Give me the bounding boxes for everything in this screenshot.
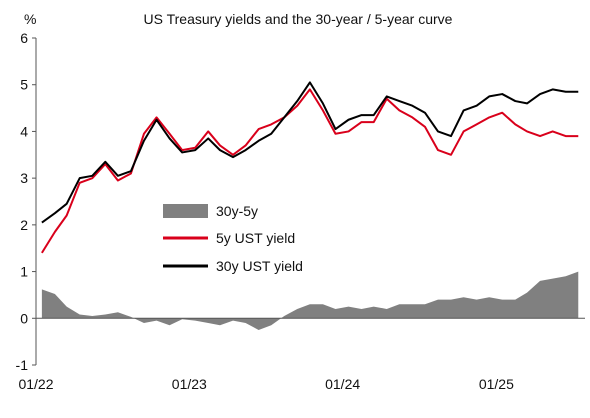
spread-area-path <box>41 271 579 330</box>
y-tick-label: 3 <box>20 170 28 186</box>
legend-label-five-year: 5y UST yield <box>216 230 295 246</box>
x-tick-label: 01/25 <box>479 376 514 392</box>
x-axis: 01/22 01/23 01/24 01/25 <box>18 317 585 392</box>
spread-area-series <box>41 271 579 330</box>
x-tick-label: 01/22 <box>18 376 53 392</box>
y-tick-label: 1 <box>20 264 28 280</box>
legend-label-thirty-year: 30y UST yield <box>216 258 303 274</box>
y-tick-label: 0 <box>20 310 28 326</box>
thirty-year-yield-series <box>41 81 579 224</box>
y-tick-label: -1 <box>16 357 29 373</box>
five-year-yield-line <box>41 88 579 254</box>
y-tick-label: 2 <box>20 217 28 233</box>
y-tick-label: 4 <box>20 123 28 139</box>
five-year-yield-series <box>41 88 579 254</box>
legend: 30y-5y 5y UST yield 30y UST yield <box>163 203 303 274</box>
y-tick-label: 5 <box>20 77 28 93</box>
y-axis-unit-label: % <box>24 11 36 27</box>
thirty-year-yield-line <box>41 81 579 224</box>
x-tick-label: 01/24 <box>325 376 360 392</box>
y-axis: 6 5 4 3 2 1 0 -1 <box>16 30 37 373</box>
legend-swatch-spread <box>163 204 208 218</box>
legend-label-spread: 30y-5y <box>216 203 258 219</box>
chart-title: US Treasury yields and the 30-year / 5-y… <box>144 11 453 27</box>
y-tick-label: 6 <box>20 30 28 46</box>
x-tick-label: 01/23 <box>172 376 207 392</box>
